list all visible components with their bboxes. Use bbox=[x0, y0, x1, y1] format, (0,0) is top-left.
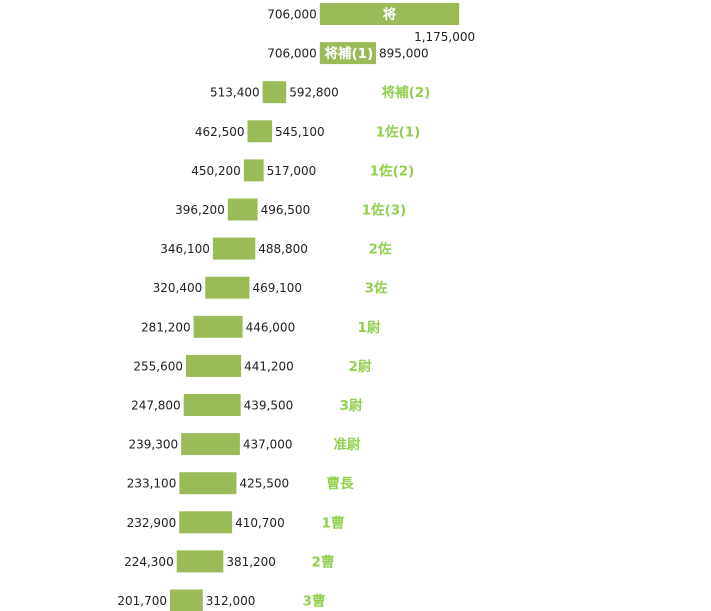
min-value-label: 706,000 bbox=[267, 47, 317, 61]
rank-label: 2曹 bbox=[312, 553, 335, 570]
max-value-label: 517,000 bbox=[267, 164, 317, 178]
max-value-label: 545,100 bbox=[275, 125, 325, 139]
rank-label: 3佐 bbox=[365, 280, 388, 297]
rank-label: 将補(2) bbox=[382, 84, 431, 101]
min-value-label: 232,900 bbox=[127, 516, 177, 530]
max-value-label: 488,800 bbox=[258, 242, 308, 256]
min-value-label: 346,100 bbox=[160, 242, 210, 256]
rank-label: 2佐 bbox=[369, 241, 392, 258]
rank-label: 将補(1) bbox=[325, 45, 374, 62]
rank-label: 准尉 bbox=[334, 436, 361, 453]
rank-label: 1曹 bbox=[322, 514, 345, 531]
min-value-label: 396,200 bbox=[175, 203, 225, 217]
range-bar-14 bbox=[179, 511, 233, 534]
range-bar-4 bbox=[247, 120, 273, 143]
max-value-label: 439,500 bbox=[244, 399, 294, 413]
rank-label: 1尉 bbox=[358, 319, 381, 336]
range-bar-2 bbox=[319, 42, 376, 65]
max-value-label: 496,500 bbox=[261, 203, 311, 217]
rank-label: 1佐(1) bbox=[376, 123, 421, 140]
min-value-label: 281,200 bbox=[141, 320, 191, 334]
max-value-label: 381,200 bbox=[226, 555, 276, 569]
min-value-label: 462,500 bbox=[195, 125, 245, 139]
rank-label: 2尉 bbox=[349, 358, 372, 375]
min-value-label: 247,800 bbox=[131, 399, 181, 413]
rank-label: 3尉 bbox=[340, 397, 363, 414]
range-bar-3 bbox=[262, 81, 287, 104]
rank-label: 曹長 bbox=[327, 475, 354, 492]
min-value-label: 320,400 bbox=[153, 281, 203, 295]
rank-label: 1佐(2) bbox=[370, 162, 415, 179]
min-value-label: 201,700 bbox=[117, 594, 167, 608]
range-bar-8 bbox=[205, 276, 250, 299]
range-bar-12 bbox=[181, 433, 240, 456]
max-value-label: 895,000 bbox=[379, 47, 429, 61]
range-bar-5 bbox=[243, 159, 264, 182]
range-bar-11 bbox=[183, 394, 241, 416]
min-value-label: 224,300 bbox=[124, 555, 174, 569]
min-value-label: 255,600 bbox=[133, 359, 183, 373]
range-bar-10 bbox=[186, 354, 242, 377]
range-bar-7 bbox=[212, 237, 256, 260]
range-bar-1 bbox=[319, 3, 460, 25]
min-value-label: 706,000 bbox=[267, 8, 317, 22]
max-value-label: 437,000 bbox=[243, 438, 293, 452]
range-bar-15 bbox=[176, 550, 224, 573]
min-value-label: 513,400 bbox=[210, 86, 260, 100]
max-value-label: 425,500 bbox=[239, 477, 289, 491]
range-bar-13 bbox=[179, 472, 237, 495]
max-value-label: 441,200 bbox=[244, 359, 294, 373]
range-bar-9 bbox=[193, 315, 243, 338]
rank-label: 3曹 bbox=[303, 593, 326, 610]
rank-label: 1佐(3) bbox=[362, 202, 407, 219]
min-value-label: 450,200 bbox=[191, 164, 241, 178]
range-bar-6 bbox=[227, 198, 258, 221]
min-value-label: 239,300 bbox=[129, 438, 179, 452]
rank-label: 将 bbox=[383, 6, 397, 23]
max-value-label: 469,100 bbox=[252, 281, 302, 295]
max-value-label: 592,800 bbox=[289, 86, 339, 100]
max-value-label: 410,700 bbox=[235, 516, 285, 530]
max-value-label: 312,000 bbox=[206, 594, 256, 608]
max-value-label: 1,175,000 bbox=[414, 30, 475, 44]
min-value-label: 233,100 bbox=[127, 477, 177, 491]
range-bar-16 bbox=[170, 589, 203, 611]
max-value-label: 446,000 bbox=[246, 320, 296, 334]
